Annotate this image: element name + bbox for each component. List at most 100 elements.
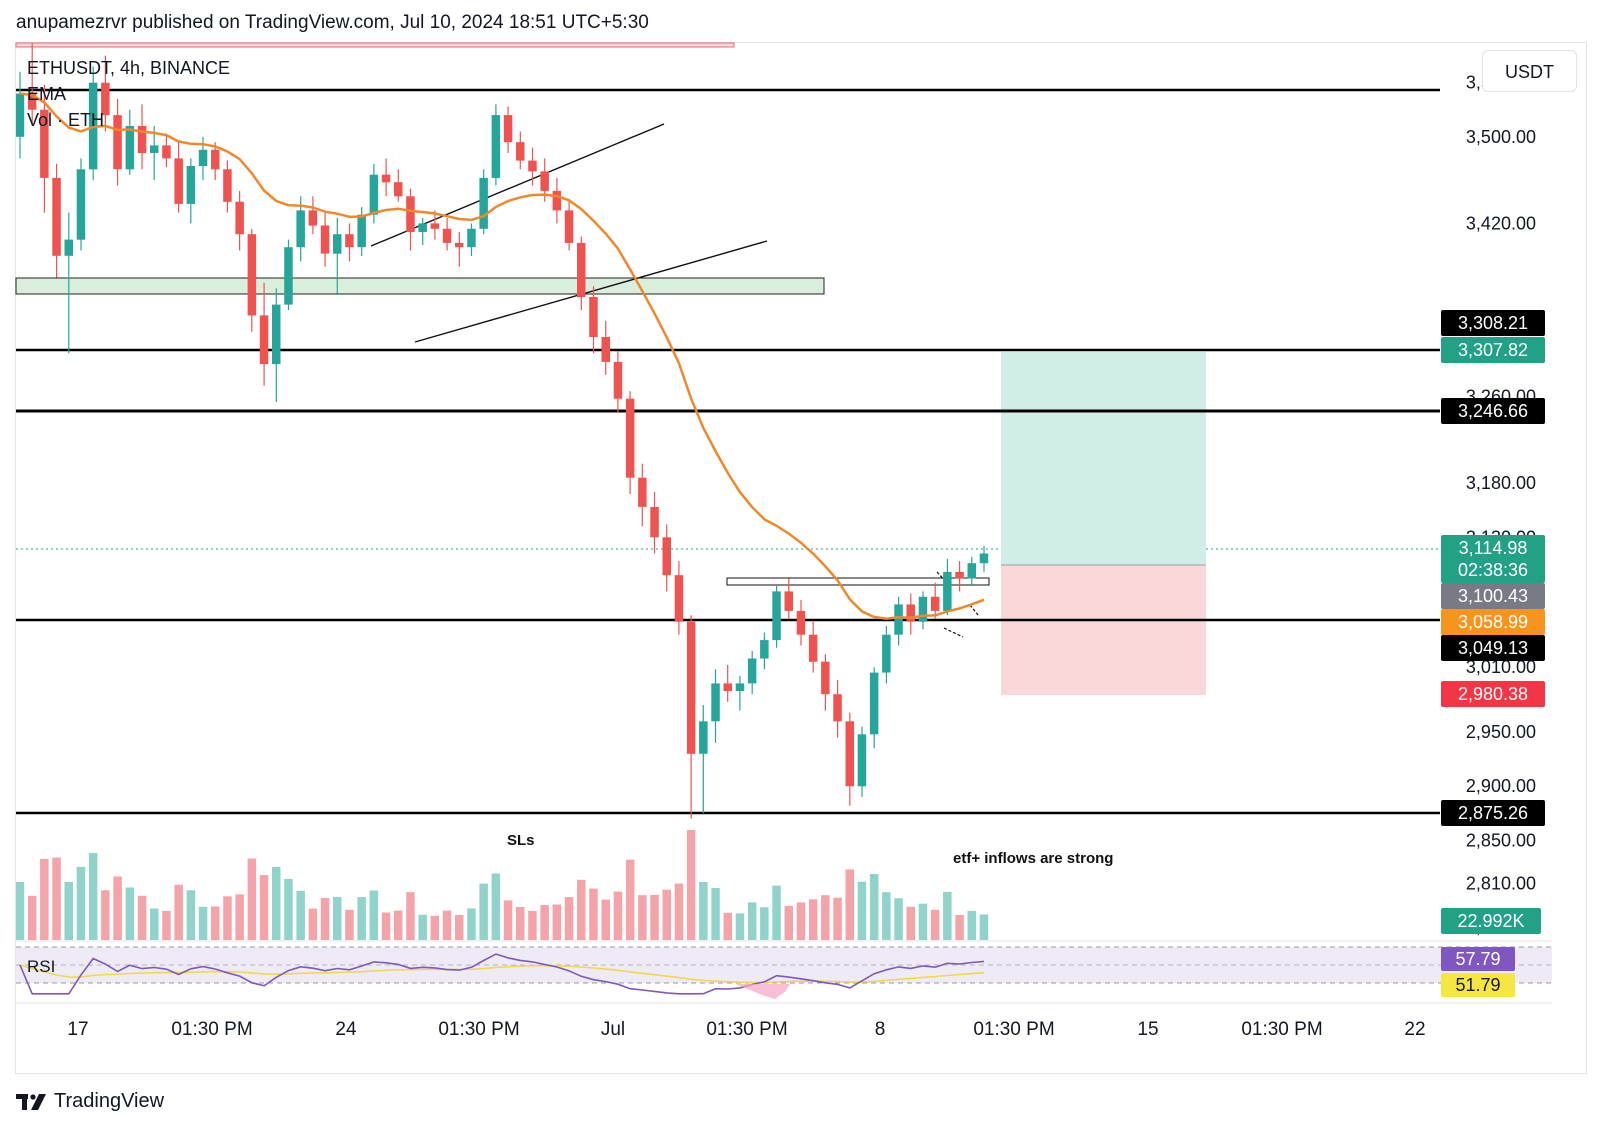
candle-body (308, 210, 318, 226)
candle-body (125, 126, 135, 170)
candle-body (406, 196, 415, 232)
price-label-text: 3,307.82 (1458, 340, 1528, 360)
candle-body (320, 225, 330, 254)
volume-bar (211, 906, 220, 940)
small-mark-3 (943, 627, 964, 638)
volume-bar (747, 902, 757, 940)
price-tick-label: 2,950.00 (1466, 722, 1536, 742)
candle-body (967, 563, 976, 579)
time-tick-label: 01:30 PM (171, 1019, 252, 1040)
candle-body (686, 621, 696, 754)
volume-bar (821, 895, 830, 940)
volume-bar (674, 883, 684, 940)
candle-body (235, 201, 244, 235)
candle-body (223, 169, 232, 202)
volume-bar (796, 902, 806, 940)
price-label-text: 3,246.66 (1458, 401, 1528, 421)
price-label-text: 3,058.99 (1458, 612, 1528, 632)
legend-ema[interactable]: EMA (27, 84, 67, 104)
price-label-tag: 02:38:36 (1441, 557, 1545, 583)
candle-body (418, 223, 427, 233)
time-axis[interactable]: 17 01:30 PM 24 01:30 PM Jul 01:30 PM 8 01:30 PM… (67, 1019, 1425, 1040)
candle-body (16, 93, 25, 137)
time-tick-label: 15 (1137, 1019, 1158, 1040)
candle-body (564, 210, 574, 243)
price-label-text: 3,308.21 (1458, 313, 1528, 333)
candle-body (784, 591, 793, 611)
candle-body (845, 721, 854, 787)
candle-body (40, 109, 49, 178)
candle-body (198, 149, 208, 166)
candle-body (613, 361, 623, 399)
candle-body (296, 210, 305, 248)
price-label-bg (1441, 557, 1545, 583)
candle-body (186, 166, 196, 204)
volume-bar (64, 882, 73, 940)
candle-body (174, 158, 183, 204)
target-zone[interactable] (1001, 352, 1206, 565)
price-label-bg (1441, 609, 1545, 635)
candle-body (137, 126, 147, 154)
price-tick-label: 2,810.00 (1466, 874, 1536, 894)
candle-body (821, 661, 830, 695)
volume-bar (125, 887, 135, 940)
volume-bar (369, 890, 379, 940)
volume-bar (613, 891, 623, 940)
candle-body (540, 171, 549, 191)
candle-body (638, 477, 647, 507)
price-label-tag: 2,875.26 (1441, 800, 1545, 826)
candle-body (357, 214, 366, 248)
channel-lower-line[interactable] (414, 240, 768, 343)
rsi-line (19, 953, 985, 995)
volume-bar (662, 889, 671, 940)
price-tick-label: 3,500.00 (1466, 127, 1536, 147)
volume-bar (552, 904, 562, 940)
candle-body (723, 683, 732, 691)
price-label-tag: 3,114.98 (1441, 535, 1545, 561)
candle-body (601, 337, 610, 362)
volume-bar (491, 873, 501, 940)
price-label-bg (1441, 800, 1545, 826)
candle-body (955, 571, 964, 579)
candle-body (101, 82, 110, 116)
footer-brand-text: TradingView (54, 1090, 165, 1112)
rsi-ma-value-text: 51.79 (1455, 975, 1500, 995)
candle-body (259, 315, 269, 365)
candle-body (479, 177, 488, 229)
stop-zone[interactable] (1001, 565, 1206, 695)
volume-bar (601, 899, 610, 940)
candle-body (943, 571, 952, 611)
candle-body (284, 247, 293, 305)
volume-bar (223, 896, 232, 940)
volume-bar (247, 858, 257, 940)
volume-bar (198, 906, 208, 940)
legend-symbol[interactable]: ETHUSDT, 4h, BINANCE (27, 58, 231, 78)
price-label-tag: 2,980.38 (1441, 681, 1545, 707)
volume-bar (699, 882, 708, 940)
candle-body (162, 145, 171, 159)
volume-bar (918, 903, 928, 940)
candle-body (113, 115, 122, 170)
volume-bar (894, 898, 903, 940)
volume-bar (442, 910, 452, 940)
footer-brand[interactable]: TradingView (16, 1090, 164, 1113)
volume-bar (162, 910, 171, 940)
price-label-bg (1441, 681, 1545, 707)
volume-bar (381, 912, 391, 940)
volume-bar (394, 910, 403, 940)
currency-button[interactable]: USDT (1482, 50, 1577, 92)
price-label-bg (1441, 398, 1545, 424)
rsi-label: RSI (27, 957, 55, 976)
price-label-bg (1441, 583, 1545, 609)
volume-bar (272, 866, 281, 940)
price-label-tag: 3,058.99 (1441, 609, 1545, 635)
candle-body (52, 177, 61, 256)
volume-bar (16, 882, 25, 940)
candle-body (711, 683, 720, 722)
chart-frame (15, 42, 1587, 1074)
legend-volume[interactable]: Vol · ETH (27, 110, 105, 130)
volume-bar (137, 895, 147, 940)
volume-value-tag: 22.992K (1441, 908, 1541, 934)
volume-bars (16, 830, 989, 940)
